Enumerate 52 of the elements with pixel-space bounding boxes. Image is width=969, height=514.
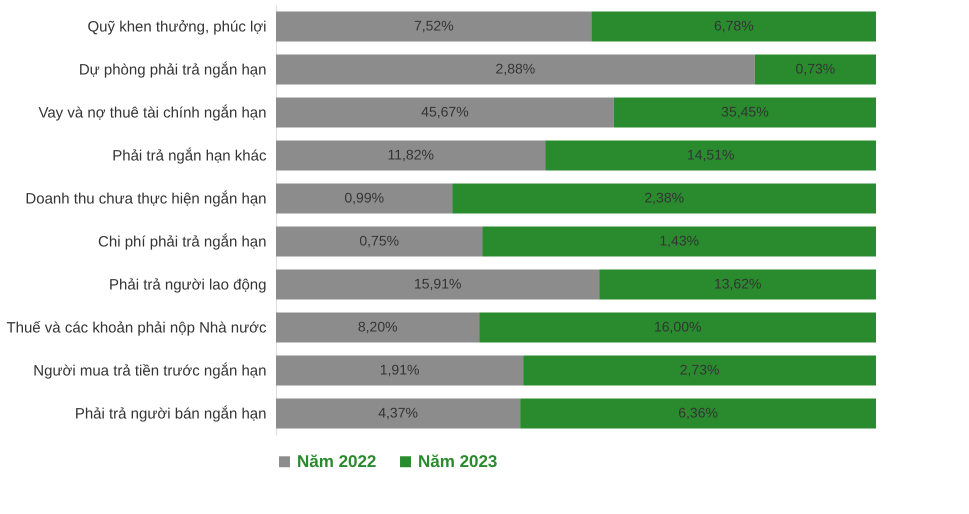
y-tick-label: Dự phòng phải trả ngắn hạn: [78, 60, 266, 78]
annotation: 0,75%: [359, 232, 400, 248]
bar: [599, 269, 876, 300]
annotation: 15,91%: [414, 276, 462, 292]
y-tick-label: Phải trả ngắn hạn khác: [112, 146, 267, 164]
y-tick-label: Phải trả người bán ngắn hạn: [74, 404, 266, 422]
bar: [523, 355, 876, 386]
annotation: 7,52%: [414, 18, 454, 34]
bar: [520, 398, 876, 429]
annotation: 13,62%: [714, 276, 762, 292]
annotation: 1,43%: [659, 232, 700, 248]
y-tick-label: Chi phí phải trả ngắn hạn: [98, 232, 266, 250]
y-tick-label: Người mua trả tiền trước ngắn hạn: [33, 362, 266, 380]
annotation: 0,99%: [344, 190, 384, 206]
annotation: 6,36%: [678, 404, 718, 420]
y-tick-label: Quỹ khen thưởng, phúc lợi: [88, 18, 266, 36]
annotation: 0,73%: [796, 60, 836, 76]
legend-label: Năm 2023: [418, 452, 498, 471]
bar: [276, 226, 482, 257]
bar: [276, 97, 614, 128]
bar: [276, 11, 592, 42]
y-tick-label: Doanh thu chưa thực hiện ngắn hạn: [25, 190, 266, 208]
bar: [276, 140, 546, 171]
bar: [592, 11, 876, 42]
bar: [614, 97, 876, 128]
bar: [276, 398, 520, 429]
annotation: 2,38%: [644, 190, 684, 206]
y-tick-label: Thuế và các khoản phải nộp Nhà nước: [6, 320, 267, 336]
bar: [276, 355, 524, 386]
annotation: 2,88%: [496, 60, 536, 76]
annotation: 6,78%: [714, 18, 754, 34]
annotation: 4,37%: [378, 404, 418, 420]
bar: [276, 183, 452, 214]
annotation: 11,82%: [387, 146, 434, 162]
annotation: 16,00%: [654, 318, 702, 334]
y-tick-label: Phải trả người lao động: [109, 276, 266, 294]
annotation: 8,20%: [358, 318, 398, 334]
bar: [276, 54, 755, 85]
bar: [452, 183, 876, 214]
bar: [545, 140, 876, 171]
bar: [276, 269, 600, 300]
y-tick-label: Vay và nợ thuê tài chính ngắn hạn: [38, 104, 266, 122]
annotation: 2,73%: [680, 362, 720, 378]
bar: [276, 312, 480, 343]
annotation: 14,51%: [686, 146, 734, 162]
annotation: 45,67%: [421, 104, 469, 120]
bar: [754, 54, 876, 85]
bar: [482, 226, 876, 257]
legend-label: Năm 2022: [297, 452, 376, 471]
annotation: 1,91%: [380, 362, 420, 378]
bar: [479, 312, 876, 343]
annotation: 35,45%: [721, 104, 769, 120]
